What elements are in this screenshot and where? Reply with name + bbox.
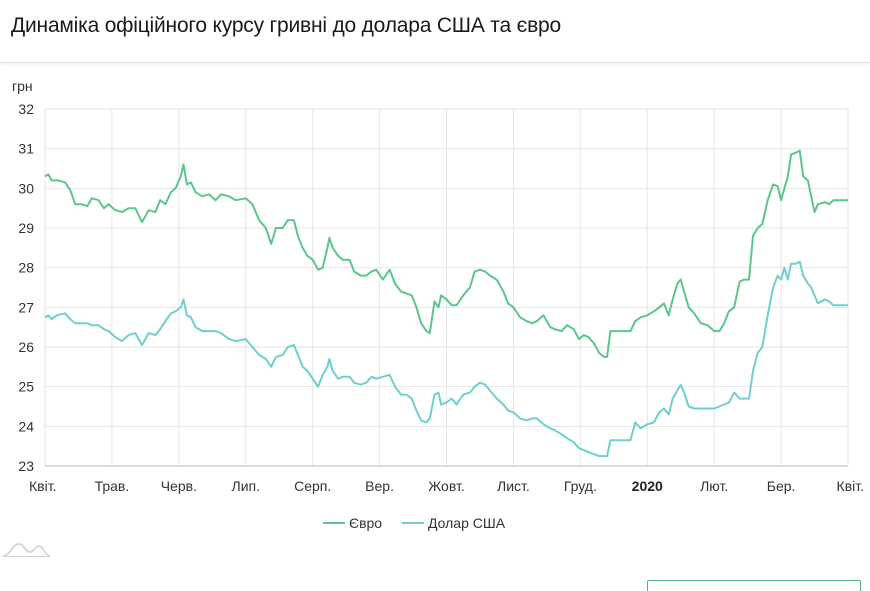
y-tick-label: 26 [18,339,34,355]
x-tick-label: Лют. [700,478,728,494]
y-tick-label: 28 [18,260,34,276]
x-tick-label: 2020 [632,478,663,494]
chart-header: Динаміка офіційного курсу гривні до дола… [0,0,870,63]
y-tick-label: 27 [18,299,34,315]
x-tick-label: Черв. [161,478,197,494]
y-tick-label: 29 [18,220,34,236]
y-tick-label: 23 [18,458,34,474]
grid [44,108,849,467]
x-tick-label: Жовт. [428,478,464,494]
x-tick-label: Квіт. [837,478,864,494]
x-tick-label: Бер. [767,478,796,494]
logo-icon [2,543,51,557]
y-tick-label: 30 [18,180,34,196]
line-chart: 23 24 25 26 27 28 29 30 31 32 Квіт. Трав. Черв. Лип.… [12,78,864,531]
x-tick-label: Серп. [294,478,331,494]
y-tick-label: 24 [18,418,34,434]
x-axis: Квіт. Трав. Черв. Лип. Серп. Вер. Жовт. Лист. Гр… [29,465,864,494]
series-line-0 [44,149,848,358]
x-tick-label: Груд. [564,478,597,494]
x-tick-label: Лист. [497,478,530,494]
legend-label-0[interactable]: Євро [349,515,382,531]
series-lines [44,149,848,458]
x-tick-label: Трав. [95,478,130,494]
series-line-1 [44,260,848,458]
legend[interactable]: Євро Долар США [323,515,506,531]
y-axis: 23 24 25 26 27 28 29 30 31 32 [18,101,34,474]
y-axis-unit-label: грн [12,78,33,94]
chart-title: Динаміка офіційного курсу гривні до дола… [11,14,561,37]
x-tick-label: Квіт. [29,478,56,494]
y-tick-label: 32 [18,101,34,117]
y-tick-label: 31 [18,141,34,157]
x-tick-label: Вер. [365,478,394,494]
legend-label-1[interactable]: Долар США [428,515,506,531]
x-tick-label: Лип. [232,478,260,494]
partial-button[interactable] [647,580,861,591]
y-tick-label: 25 [18,379,34,395]
